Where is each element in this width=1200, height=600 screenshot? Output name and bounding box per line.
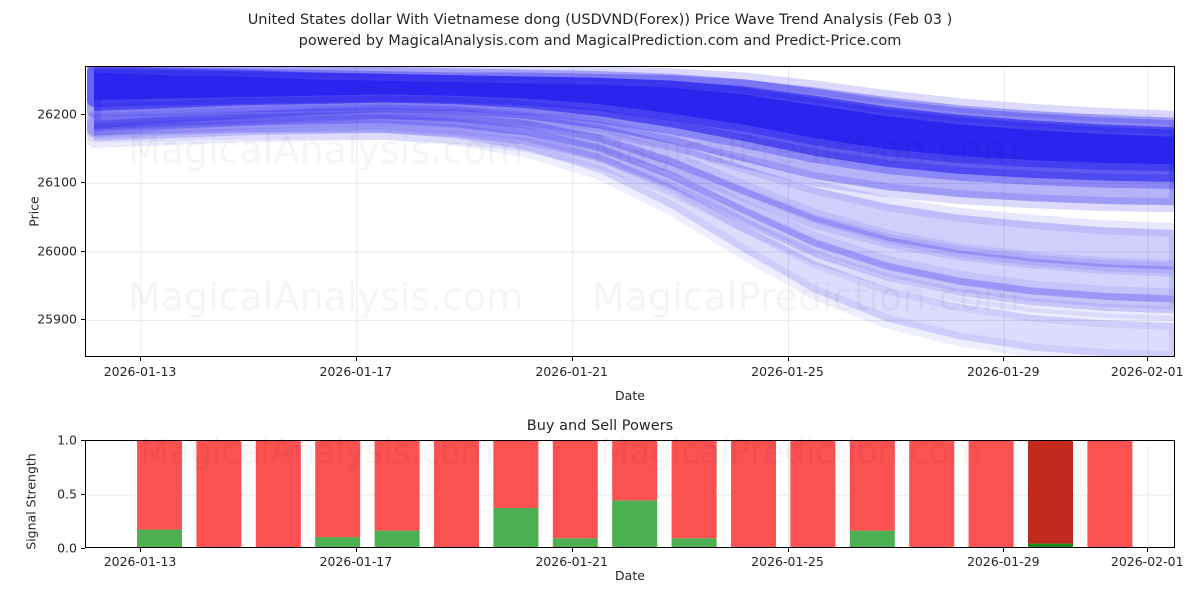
price-y-tick bbox=[81, 113, 85, 115]
signal-bar bbox=[849, 441, 895, 547]
signal-bar bbox=[790, 441, 836, 547]
signal-y-tick bbox=[81, 548, 85, 549]
signal-bar bbox=[196, 441, 242, 547]
price-x-tick-label: 2026-01-17 bbox=[319, 364, 393, 379]
buy-sell-powers-panel bbox=[85, 440, 1175, 548]
signal-bar bbox=[374, 441, 420, 547]
price-y-tick-label: 25900 bbox=[37, 311, 77, 327]
buy-sell-powers-svg bbox=[86, 441, 1174, 547]
page-title-line1: United States dollar With Vietnamese don… bbox=[247, 12, 953, 28]
signal-x-tick-label: 2026-02-01 bbox=[1110, 554, 1184, 569]
price-y-tick-label: 26000 bbox=[37, 243, 77, 259]
signal-bar bbox=[1087, 441, 1133, 547]
price-x-tick bbox=[355, 357, 357, 361]
signal-bar bbox=[1028, 441, 1073, 547]
price-y-tick-label: 26100 bbox=[37, 174, 77, 190]
price-y-axis-label: Price bbox=[26, 196, 42, 227]
price-wave-chart-panel bbox=[85, 66, 1175, 357]
price-x-tick bbox=[140, 357, 142, 361]
signal-y-tick bbox=[81, 440, 85, 441]
signal-x-tick-label: 2026-01-13 bbox=[103, 554, 177, 569]
price-x-tick bbox=[1147, 357, 1149, 361]
price-x-tick bbox=[1003, 357, 1005, 361]
price-x-axis-label: Date bbox=[615, 388, 645, 403]
signal-bar bbox=[612, 441, 658, 547]
price-x-tick-label: 2026-01-29 bbox=[966, 364, 1040, 379]
price-x-tick-label: 2026-01-13 bbox=[103, 364, 177, 379]
signal-x-tick-label: 2026-01-17 bbox=[319, 554, 393, 569]
signal-bar bbox=[552, 441, 598, 547]
signal-y-tick-label: 0.5 bbox=[57, 486, 77, 502]
page-title-line2: powered by MagicalAnalysis.com and Magic… bbox=[298, 33, 902, 49]
signal-x-tick bbox=[355, 548, 357, 552]
signal-x-axis-label: Date bbox=[615, 568, 645, 583]
price-x-tick-label: 2026-02-01 bbox=[1110, 364, 1184, 379]
signal-bar bbox=[671, 441, 717, 547]
signal-chart-title: Buy and Sell Powers bbox=[526, 418, 674, 434]
signal-y-tick-label: 0.0 bbox=[57, 540, 77, 556]
signal-y-tick-label: 1.0 bbox=[57, 432, 77, 448]
signal-x-tick bbox=[140, 548, 142, 552]
signal-x-tick bbox=[571, 548, 573, 552]
signal-y-tick bbox=[81, 494, 85, 495]
price-y-tick bbox=[81, 182, 85, 184]
signal-x-tick bbox=[787, 548, 789, 552]
signal-bar bbox=[137, 441, 182, 547]
signal-x-tick-label: 2026-01-29 bbox=[966, 554, 1040, 569]
signal-x-tick-label: 2026-01-25 bbox=[751, 554, 824, 569]
signal-bar bbox=[968, 441, 1014, 547]
signal-x-tick bbox=[1147, 548, 1149, 552]
signal-bar bbox=[434, 441, 479, 547]
signal-bar bbox=[315, 441, 361, 547]
price-wave-svg bbox=[86, 67, 1174, 356]
price-y-tick-label: 26200 bbox=[37, 106, 77, 122]
page-title: United States dollar With Vietnamese don… bbox=[0, 10, 1200, 52]
price-x-tick bbox=[787, 357, 789, 361]
signal-bar bbox=[493, 441, 539, 547]
price-y-tick bbox=[81, 319, 85, 321]
signal-bar bbox=[909, 441, 955, 547]
signal-bar bbox=[731, 441, 776, 547]
price-y-tick bbox=[81, 250, 85, 252]
price-x-tick bbox=[571, 357, 573, 361]
price-x-tick-label: 2026-01-21 bbox=[535, 364, 608, 379]
price-x-tick-label: 2026-01-25 bbox=[751, 364, 824, 379]
signal-y-axis-label: Signal Strength bbox=[23, 453, 39, 550]
signal-x-tick-label: 2026-01-21 bbox=[535, 554, 608, 569]
signal-x-tick bbox=[1003, 548, 1005, 552]
signal-bar bbox=[255, 441, 301, 547]
